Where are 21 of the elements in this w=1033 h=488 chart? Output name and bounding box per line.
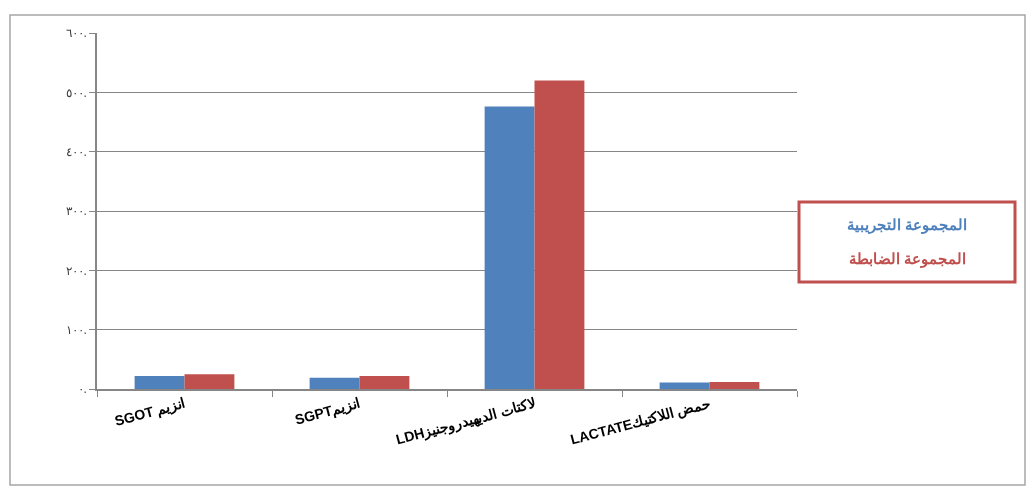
y-tick-label: ٦٠٠. <box>65 26 87 41</box>
bar <box>484 106 535 389</box>
bar <box>534 80 585 389</box>
y-tick-label: ٤٠٠. <box>65 144 87 159</box>
y-tick-label: ٠. <box>77 382 87 397</box>
y-tick-label: ٣٠٠. <box>65 204 87 219</box>
bar <box>134 375 185 389</box>
x-tick-label: انزيمSGPT <box>293 394 363 429</box>
y-tick-label: ٥٠٠. <box>65 85 87 100</box>
text: المجموعة التجريبية <box>847 216 968 234</box>
text: المجموعة الضابطة <box>849 250 967 268</box>
bar <box>659 382 710 389</box>
y-tick-label: ١٠٠. <box>65 322 87 337</box>
bar <box>309 377 360 389</box>
x-tick-label: حمض اللاكتيكLACTATE <box>568 394 713 449</box>
y-tick-label: ٢٠٠. <box>65 263 87 278</box>
bar <box>709 381 760 389</box>
x-tick-label: لاكتات الديهيدروجنيزLDH <box>394 394 538 449</box>
bar <box>359 375 410 389</box>
x-tick-label: انزيم SGOT <box>112 394 188 430</box>
bar <box>184 374 235 389</box>
